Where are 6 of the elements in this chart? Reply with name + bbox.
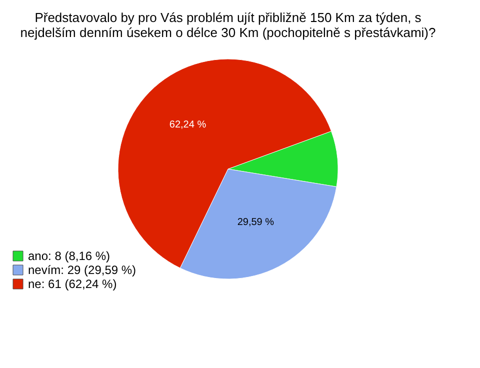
- chart-title: Představovalo by pro Vás problém ujít přibližně 150 Km za týden, s nejdelším denním úsekem o délce 30 Km (pochopitelně s přestávkami)?: [20, 10, 436, 40]
- legend-label: ano: 8 (8,16 %): [28, 249, 110, 263]
- data-label: 29,59 %: [237, 217, 274, 228]
- legend-label: nevím: 29 (29,59 %): [28, 263, 136, 277]
- legend-label: ne: 61 (62,24 %): [28, 277, 117, 291]
- data-label: 62,24 %: [169, 120, 206, 131]
